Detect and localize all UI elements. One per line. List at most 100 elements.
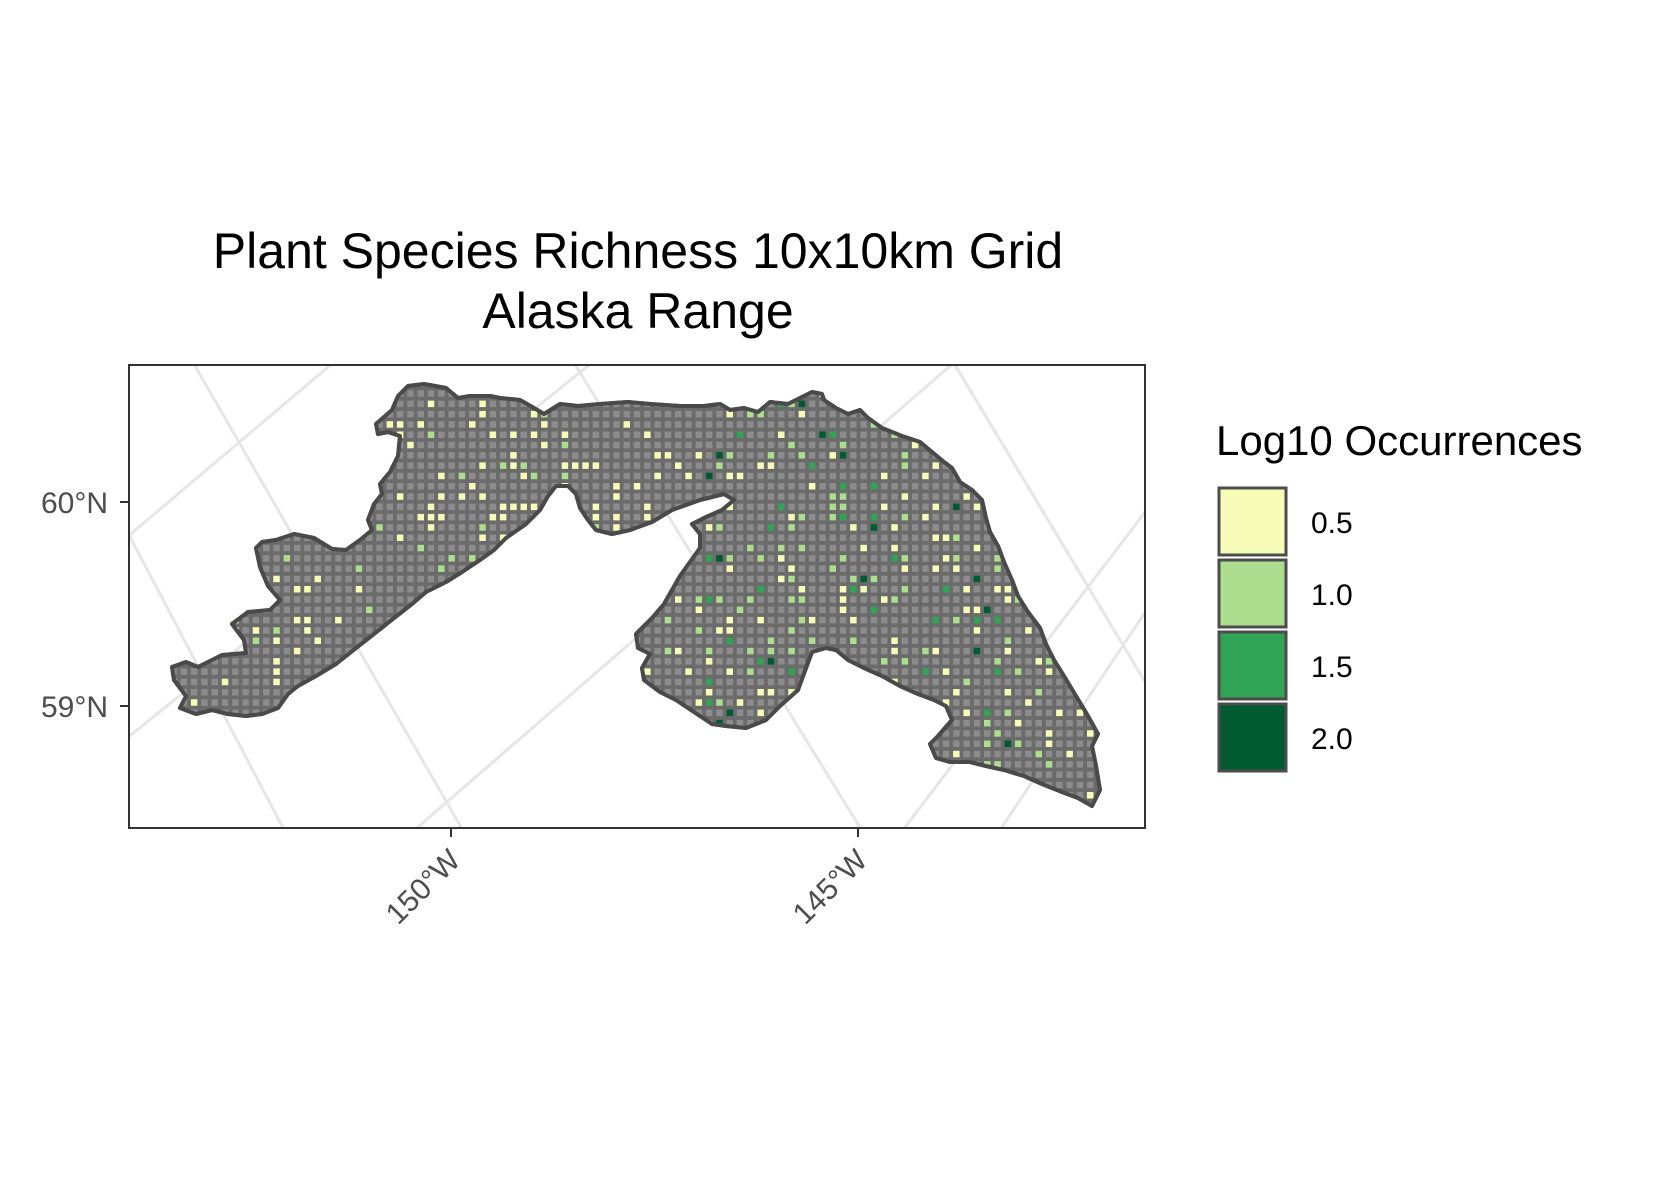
grid-cell <box>685 647 692 655</box>
grid-cell <box>726 431 733 438</box>
grid-cell <box>757 709 764 717</box>
grid-cell <box>819 544 826 552</box>
grid-cell <box>695 483 703 490</box>
grid-cell <box>819 586 826 593</box>
grid-cell <box>407 575 414 583</box>
grid-cell <box>366 627 373 634</box>
grid-cell <box>211 668 218 675</box>
grid-cell <box>458 483 466 490</box>
grid-cell <box>695 586 703 593</box>
grid-cell <box>242 668 249 675</box>
grid-cell <box>747 472 754 480</box>
grid-cell <box>747 647 754 655</box>
grid-cell <box>448 493 455 500</box>
grid-cell <box>984 709 991 717</box>
grid-cell <box>335 565 342 572</box>
grid-cell <box>499 534 507 541</box>
grid-cell <box>633 483 641 490</box>
grid-cell <box>520 410 527 418</box>
grid-cell <box>675 431 682 438</box>
legend-label-1-0: 1.0 <box>1311 579 1353 612</box>
grid-cell <box>911 544 919 552</box>
grid-cell <box>582 452 589 459</box>
grid-cell <box>355 627 363 634</box>
grid-cell <box>479 483 486 490</box>
grid-cell <box>973 699 981 706</box>
grid-cell <box>695 462 703 469</box>
grid-cell <box>1004 668 1012 675</box>
grid-cell <box>798 493 806 500</box>
grid-cell <box>1004 678 1012 686</box>
grid-cell <box>561 472 569 480</box>
grid-cell <box>664 421 672 428</box>
grid-cell <box>850 421 857 428</box>
grid-cell <box>850 503 857 511</box>
grid-cell <box>716 596 723 603</box>
grid-cell <box>479 513 486 521</box>
grid-cell <box>778 586 785 593</box>
grid-cell <box>716 637 723 644</box>
grid-cell <box>520 483 527 490</box>
grid-cell <box>293 596 301 603</box>
grid-cell <box>788 421 795 428</box>
grid-cell <box>736 462 744 469</box>
grid-cell <box>984 565 991 572</box>
grid-cell <box>994 668 1001 675</box>
grid-cell <box>788 410 795 418</box>
grid-cell <box>623 421 630 428</box>
grid-cell <box>798 647 806 655</box>
grid-cell <box>767 565 775 572</box>
grid-cell <box>417 472 424 480</box>
grid-cell <box>273 565 280 572</box>
grid-cell <box>808 524 816 531</box>
grid-cell <box>994 699 1001 706</box>
grid-cell <box>891 637 898 644</box>
grid-cell <box>819 421 826 428</box>
grid-cell <box>572 421 579 428</box>
grid-cell <box>911 524 919 531</box>
grid-cell <box>726 575 733 583</box>
grid-cell <box>788 441 795 449</box>
grid-cell <box>984 647 991 655</box>
grid-cell <box>747 555 754 562</box>
grid-cell <box>324 575 332 583</box>
grid-cell <box>994 709 1001 717</box>
grid-cell <box>850 575 857 583</box>
grid-cell <box>366 586 373 593</box>
grid-cell <box>850 441 857 449</box>
grid-cell <box>438 555 445 562</box>
grid-cell <box>582 421 589 428</box>
grid-cell <box>366 616 373 624</box>
grid-cell <box>314 555 321 562</box>
grid-cell <box>592 410 600 418</box>
grid-cell <box>747 689 754 696</box>
grid-cell <box>757 534 764 541</box>
grid-cell <box>1004 586 1012 593</box>
grid-cell <box>788 606 795 614</box>
grid-cell <box>664 658 672 665</box>
grid-cell <box>644 503 651 511</box>
grid-cell <box>973 513 981 521</box>
grid-cell <box>891 565 898 572</box>
grid-cell <box>716 565 723 572</box>
grid-cell <box>881 452 888 459</box>
grid-cell <box>263 637 270 644</box>
grid-cell <box>376 616 383 624</box>
grid-cell <box>541 493 548 500</box>
grid-cell <box>911 513 919 521</box>
grid-cell <box>829 596 836 603</box>
grid-cell <box>870 503 878 511</box>
grid-cell <box>293 658 301 665</box>
grid-cell <box>345 637 352 644</box>
grid-cell <box>870 658 878 665</box>
grid-cell <box>963 637 970 644</box>
grid-cell <box>664 503 672 511</box>
grid-cell <box>716 668 723 675</box>
grid-cell <box>685 452 692 459</box>
grid-cell <box>675 452 682 459</box>
grid-cell <box>623 513 630 521</box>
grid-cell <box>850 472 857 480</box>
grid-cell <box>839 544 847 552</box>
grid-cell <box>767 678 775 686</box>
grid-cell <box>1066 730 1073 737</box>
